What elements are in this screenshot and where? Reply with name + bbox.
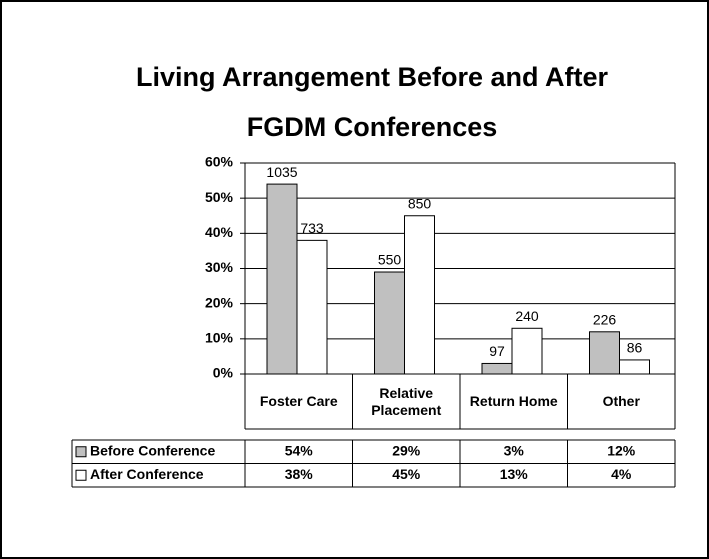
y-tick-label: 60% [205,154,234,170]
data-label: 850 [408,195,432,211]
bar [619,359,650,375]
table-value: 38% [285,466,314,482]
bar [589,331,620,375]
bar [481,362,513,375]
y-tick-label: 50% [205,189,234,205]
y-tick-label: 20% [205,294,234,310]
data-label: 226 [593,312,617,328]
table-value: 13% [500,466,529,482]
x-tick-label: Other [602,393,640,409]
x-tick-label: Return Home [469,393,558,409]
data-label: 733 [300,220,324,236]
category-cell: Foster Care [259,393,338,409]
x-tick-label: Foster Care [259,393,338,409]
data-label: 550 [378,252,402,268]
y-tick-label: 0% [213,365,234,381]
table-value: 12% [607,442,636,458]
table-value: 4% [611,466,632,482]
legend-key [75,469,87,481]
category-cell: Relative Placement [371,384,442,418]
y-tick-label: 40% [205,224,234,240]
bar [374,271,405,375]
table-value: 3% [504,442,525,458]
data-label: 97 [489,343,505,359]
table-value: 54% [285,442,314,458]
data-label: 86 [627,340,643,356]
bar [511,327,543,375]
legend-key [75,446,87,458]
table-value: 45% [392,466,421,482]
data-label: 1035 [266,164,297,180]
table-value: 29% [392,442,421,458]
x-tick-label: Relative Placement [371,384,442,418]
bar [404,215,435,375]
chart-title: Living Arrangement Before and After FGDM… [135,62,609,142]
category-cell: Return Home [469,393,558,409]
category-cell: Other [602,393,640,409]
legend-label: Before Conference [90,442,215,458]
legend-label: After Conference [90,466,204,482]
bar [266,183,298,375]
y-tick-label: 10% [205,330,234,346]
data-label: 240 [515,308,539,324]
y-tick-label: 30% [205,259,234,275]
bar [296,239,328,375]
title-box: Living Arrangement Before and After FGDM… [135,62,609,142]
